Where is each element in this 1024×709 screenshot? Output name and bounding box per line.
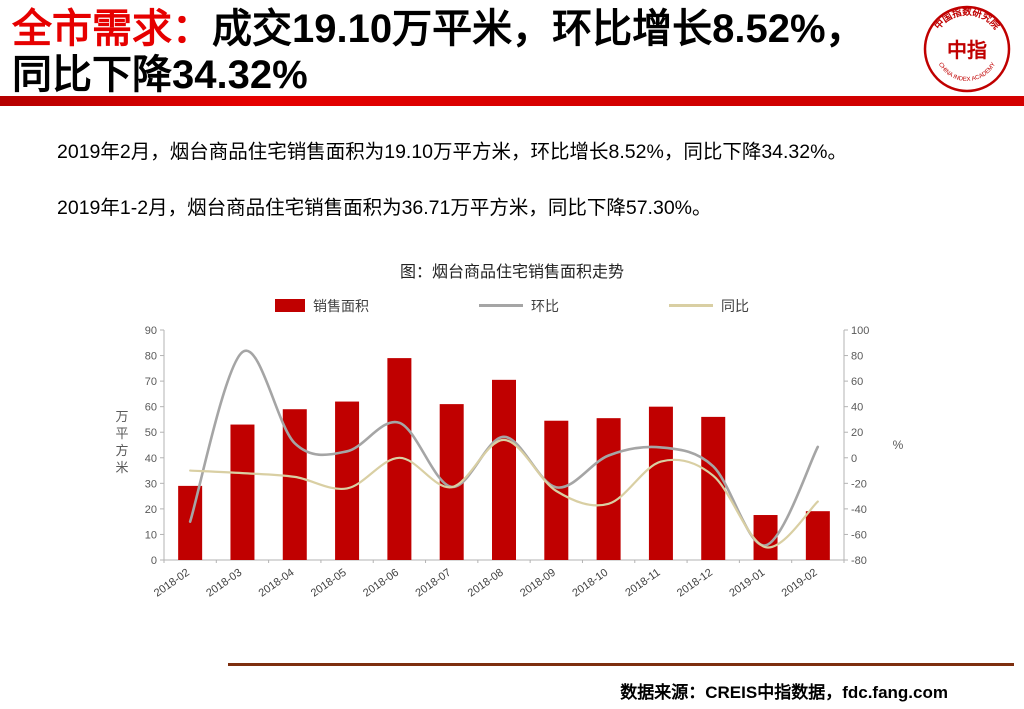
header-divider bbox=[0, 96, 1024, 106]
svg-text:-80: -80 bbox=[851, 555, 867, 567]
svg-text:2019-02: 2019-02 bbox=[780, 566, 820, 599]
chart-title: 图：烟台商品住宅销售面积走势 bbox=[399, 263, 624, 281]
svg-text:50: 50 bbox=[145, 427, 157, 439]
svg-text:2019-01: 2019-01 bbox=[727, 566, 767, 599]
footer: 数据来源：CREIS中指数据，fdc.fang.com bbox=[0, 663, 1024, 703]
svg-text:2018-02: 2018-02 bbox=[152, 566, 192, 599]
svg-text:2018-05: 2018-05 bbox=[309, 566, 349, 599]
svg-text:90: 90 bbox=[145, 325, 157, 337]
summary-paragraph-2: 2019年1-2月，烟台商品住宅销售面积为36.71万平方米，同比下降57.30… bbox=[57, 196, 712, 219]
svg-text:2018-04: 2018-04 bbox=[257, 566, 297, 599]
trend-chart: 0 10 20 30 40 50 60 70 80 90 -80 -60 -40 -20 0 20 40 60 80… bbox=[115, 325, 904, 600]
svg-text:2018-11: 2018-11 bbox=[623, 566, 662, 599]
company-logo-icon: 中国指数研究院 CHINA INDEX ACADEMY 中指 bbox=[923, 5, 1011, 93]
svg-text:2018-10: 2018-10 bbox=[570, 566, 610, 599]
svg-text:0: 0 bbox=[151, 555, 157, 567]
title-highlight: 全市需求： bbox=[12, 7, 212, 51]
line-swatch-icon bbox=[479, 304, 523, 308]
page-title: 全市需求：成交19.10万平米，环比增长8.52%， 同比下降34.32% bbox=[12, 6, 904, 98]
summary-text: 2019年2月，烟台商品住宅销售面积为19.10万平方米，环比增长8.52%，同… bbox=[18, 132, 1006, 230]
svg-text:60: 60 bbox=[851, 376, 863, 388]
svg-text:30: 30 bbox=[145, 478, 157, 490]
svg-text:20: 20 bbox=[851, 427, 863, 439]
title-line1: 成交19.10万平米，环比增长8.52%， bbox=[212, 7, 866, 51]
title-line2: 同比下降34.32% bbox=[12, 53, 308, 97]
svg-text:2018-12: 2018-12 bbox=[675, 566, 715, 599]
svg-text:100: 100 bbox=[851, 325, 869, 337]
chart-legend: 销售面积 环比 同比 bbox=[0, 296, 1024, 316]
svg-text:70: 70 bbox=[145, 376, 157, 388]
svg-text:2018-03: 2018-03 bbox=[204, 566, 244, 599]
svg-text:2018-07: 2018-07 bbox=[413, 566, 453, 599]
svg-text:2018-06: 2018-06 bbox=[361, 566, 401, 599]
svg-text:2018-08: 2018-08 bbox=[466, 566, 506, 599]
svg-text:40: 40 bbox=[145, 453, 157, 465]
legend-item-sales-area: 销售面积 bbox=[275, 296, 369, 316]
legend-label: 销售面积 bbox=[313, 297, 369, 314]
svg-text:-60: -60 bbox=[851, 529, 867, 541]
footer-divider bbox=[228, 663, 1014, 666]
data-source: 数据来源：CREIS中指数据，fdc.fang.com bbox=[620, 683, 948, 702]
svg-text:40: 40 bbox=[851, 402, 863, 414]
svg-text:60: 60 bbox=[145, 402, 157, 414]
svg-text:万平方米: 万平方米 bbox=[115, 409, 128, 475]
legend-label: 同比 bbox=[721, 297, 749, 314]
svg-text:%: % bbox=[893, 438, 904, 452]
svg-text:10: 10 bbox=[145, 529, 157, 541]
svg-text:-40: -40 bbox=[851, 504, 867, 516]
svg-text:80: 80 bbox=[145, 350, 157, 362]
svg-text:0: 0 bbox=[851, 453, 857, 465]
logo-center-text: 中指 bbox=[947, 38, 987, 62]
line-swatch-icon bbox=[669, 304, 713, 308]
summary-paragraph-1: 2019年2月，烟台商品住宅销售面积为19.10万平方米，环比增长8.52%，同… bbox=[57, 141, 847, 163]
header: 全市需求：成交19.10万平米，环比增长8.52%， 同比下降34.32% 中国… bbox=[0, 0, 1024, 98]
legend-label: 环比 bbox=[531, 297, 559, 314]
legend-item-yoy: 同比 bbox=[669, 296, 749, 316]
legend-item-mom: 环比 bbox=[479, 296, 559, 316]
bar-swatch-icon bbox=[275, 299, 305, 313]
svg-text:-20: -20 bbox=[851, 478, 867, 490]
svg-text:20: 20 bbox=[145, 504, 157, 516]
svg-text:80: 80 bbox=[851, 350, 863, 362]
svg-text:2018-09: 2018-09 bbox=[518, 566, 558, 599]
